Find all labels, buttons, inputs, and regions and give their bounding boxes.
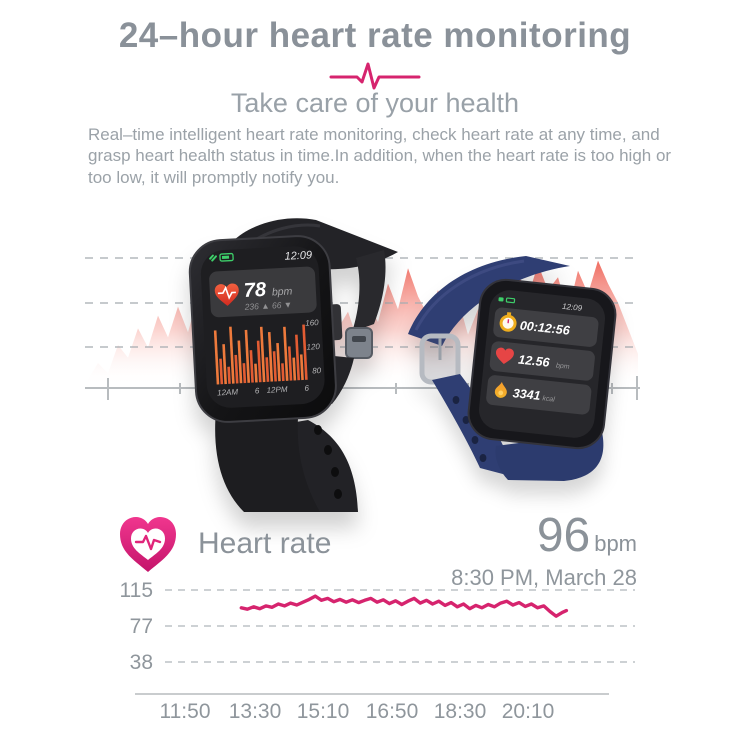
blue-watch-row-heart — [489, 341, 595, 381]
hr-bar — [302, 324, 308, 380]
hr-bar — [283, 326, 289, 381]
heart-rate-unit: bpm — [594, 531, 637, 556]
heart-rate-reading: 96 bpm 8:30 PM, March 28 — [451, 508, 637, 591]
heart-rate-line — [239, 594, 569, 618]
heart-icon — [495, 347, 514, 365]
x-axis-label: 13:30 — [229, 700, 282, 723]
stopwatch-icon — [499, 314, 517, 332]
ecg-pulse-icon — [329, 62, 421, 90]
hr-bar — [295, 334, 301, 381]
tick-label: 12PM — [266, 385, 288, 395]
hr-bar — [287, 346, 293, 381]
black-watch-hr-unit: bpm — [272, 285, 293, 298]
heart-rate-timestamp: 8:30 PM, March 28 — [451, 565, 637, 590]
x-axis-label: 20:10 — [502, 700, 555, 723]
hr-bar — [234, 354, 239, 384]
hr-bar — [219, 358, 224, 385]
battery-icon — [219, 252, 234, 262]
tick-label: 80 — [312, 366, 322, 375]
hr-bar — [259, 326, 266, 383]
x-axis-label: 11:50 — [160, 700, 211, 723]
blue-watch-row-calories — [486, 375, 592, 415]
blue-watch-timer-value: 00:12:56 — [519, 319, 571, 338]
blue-watch-time: 12:09 — [562, 302, 583, 313]
x-axis-label: 18:30 — [434, 700, 487, 723]
page-description: Real–time intelligent heart rate monitor… — [88, 125, 672, 187]
blue-watch-hr-unit: bpm — [556, 362, 570, 370]
x-axis-label: 15:10 — [297, 700, 350, 723]
blue-watch-row-timer — [493, 307, 599, 347]
hr-bar — [227, 366, 231, 384]
heart-rate-header: Heart rate — [116, 512, 331, 576]
hr-bar — [267, 332, 274, 382]
blue-watch-cal-unit: kcal — [542, 395, 556, 403]
tick-label: 12AM — [217, 387, 239, 397]
smartwatch-black: 12:09 78 bpm 236 ▲ 66 ▼ 160 120 80 12AM 6 12P… — [188, 218, 398, 512]
hr-bar — [272, 351, 277, 382]
hr-bar — [276, 342, 281, 382]
blue-watch-top-strap — [408, 256, 570, 346]
y-axis-label: 77 — [130, 615, 153, 638]
tick-label: 6 — [304, 384, 309, 393]
black-watch-chart-labels: 160 120 80 12AM 6 12PM 6 — [217, 318, 322, 397]
black-watch-hr-value: 78 — [243, 279, 267, 302]
heart-rate-value: 96 — [536, 509, 591, 562]
black-watch-buckle — [345, 327, 373, 359]
blue-watch-hr-value: 12.56 — [518, 353, 552, 370]
page-subtitle: Take care of your health — [230, 88, 520, 118]
x-axis-label: 16:50 — [366, 700, 419, 723]
hr-bar — [242, 363, 247, 384]
hr-bar — [281, 363, 285, 382]
hr-bar — [213, 330, 220, 385]
tick-label: 160 — [305, 318, 319, 328]
black-watch-bottom-strap — [215, 410, 320, 512]
black-watch-hr-card — [209, 266, 317, 318]
tick-label: 120 — [306, 342, 320, 352]
battery-icon — [505, 297, 516, 304]
black-watch-time: 12:09 — [284, 249, 312, 262]
hr-bar — [254, 363, 258, 383]
hr-bar — [222, 344, 227, 385]
hr-bar — [256, 340, 262, 383]
hr-bar — [237, 340, 243, 384]
hr-bar — [265, 357, 270, 382]
hr-bar — [229, 326, 235, 384]
black-watch-hr-range: 236 ▲ 66 ▼ — [243, 299, 292, 312]
hr-bar — [292, 357, 297, 381]
heart-icon — [214, 283, 239, 306]
hr-bar — [299, 354, 304, 381]
y-axis-label: 38 — [130, 651, 153, 674]
heart-rate-label: Heart rate — [198, 527, 332, 560]
y-axis-label: 115 — [120, 579, 153, 602]
blue-watch-cal-value: 3341 — [512, 386, 541, 403]
steps-icon — [498, 297, 504, 302]
heart-rate-line-chart: 115 77 38 11:50 13:30 15:10 16:50 18:30 20:10 — [120, 579, 635, 723]
steps-icon — [209, 254, 217, 262]
hr-bar — [244, 329, 251, 383]
page-title: 24–hour heart rate monitoring — [118, 16, 632, 55]
black-watch-right-strap — [352, 250, 386, 332]
smartwatch-blue: 12:09 00:12:56 12.56 bpm 3341 kcal — [408, 256, 617, 481]
tick-label: 6 — [255, 386, 260, 395]
black-watch-bar-chart — [213, 324, 308, 385]
hr-bar — [249, 350, 254, 383]
flame-icon — [494, 381, 507, 398]
heart-rate-badge-icon — [120, 517, 176, 572]
